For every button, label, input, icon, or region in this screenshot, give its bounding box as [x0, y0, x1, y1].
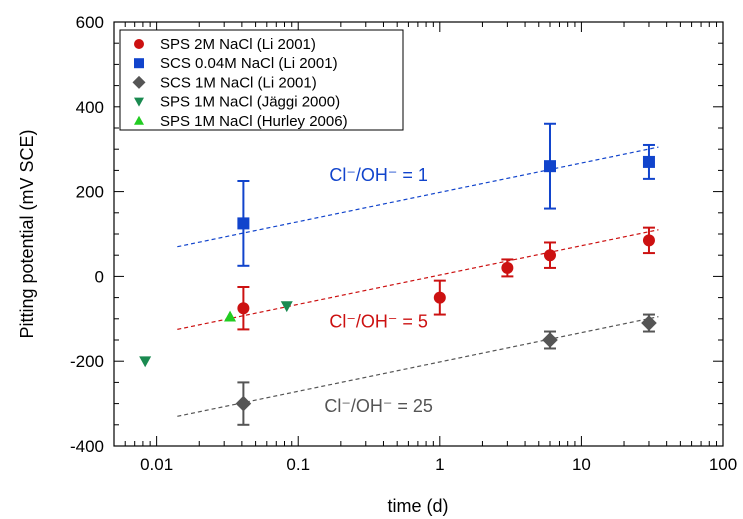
- ratio-annotation: Cl⁻/OH⁻ = 1: [329, 165, 428, 185]
- square-marker: [237, 217, 250, 230]
- diamond-marker: [235, 395, 252, 412]
- triangle-down-marker: [134, 97, 144, 107]
- y-tick-label: 200: [76, 183, 104, 202]
- x-tick-label: 10: [572, 455, 591, 474]
- data-marks: [139, 122, 657, 426]
- circle-marker: [237, 302, 250, 315]
- diamond-marker: [542, 332, 558, 348]
- trend-line: [177, 316, 659, 417]
- y-tick-label: 600: [76, 13, 104, 32]
- legend-label: SPS 1M NaCl (Hurley 2006): [160, 113, 348, 130]
- circle-marker: [543, 249, 556, 262]
- legend-label: SPS 2M NaCl (Li 2001): [160, 36, 316, 53]
- y-tick-label: 400: [76, 98, 104, 117]
- trend-lines: [177, 146, 659, 417]
- ratio-annotation: Cl⁻/OH⁻ = 5: [329, 311, 428, 331]
- legend: SPS 2M NaCl (Li 2001) SCS 0.04M NaCl (Li …: [119, 29, 404, 131]
- legend-box: [119, 29, 404, 131]
- triangle-down-marker: [139, 356, 152, 368]
- x-tick-label: 100: [709, 455, 737, 474]
- y-tick-label: 0: [95, 267, 104, 286]
- x-axis-title: time (d): [387, 496, 448, 516]
- diamond-marker: [641, 315, 657, 331]
- legend-label: SCS 0.04M NaCl (Li 2001): [160, 55, 338, 72]
- circle-marker: [433, 291, 446, 304]
- square-marker: [543, 160, 556, 173]
- square-marker: [642, 155, 655, 168]
- triangle-down-marker: [280, 301, 293, 313]
- circle-marker: [134, 39, 144, 49]
- y-tick-label: -200: [70, 352, 104, 371]
- legend-label: SPS 1M NaCl (Jäggi 2000): [160, 94, 340, 111]
- triangle-up-marker: [224, 310, 237, 322]
- circle-marker: [642, 234, 655, 247]
- legend-label: SCS 1M NaCl (Li 2001): [160, 74, 317, 91]
- square-marker: [134, 58, 144, 69]
- circle-marker: [501, 261, 514, 274]
- annotations: Cl⁻/OH⁻ = 1 Cl⁻/OH⁻ = 5 Cl⁻/OH⁻ = 25: [324, 165, 433, 416]
- legend-items: SPS 2M NaCl (Li 2001) SCS 0.04M NaCl (Li …: [132, 36, 348, 130]
- trend-line: [177, 146, 659, 248]
- triangle-up-marker: [134, 115, 144, 125]
- y-tick-label: -400: [70, 437, 104, 456]
- axis-ticks: 0.01 0.1 1 10 100 -400 -200 0 200 400 600: [70, 13, 737, 474]
- y-axis-title: Pitting potential (mV SCE): [17, 129, 37, 338]
- x-tick-label: 0.01: [140, 455, 173, 474]
- diamond-marker: [132, 75, 146, 89]
- ratio-annotation: Cl⁻/OH⁻ = 25: [324, 396, 433, 416]
- trend-line: [177, 229, 659, 330]
- x-tick-label: 1: [435, 455, 444, 474]
- x-tick-label: 0.1: [286, 455, 310, 474]
